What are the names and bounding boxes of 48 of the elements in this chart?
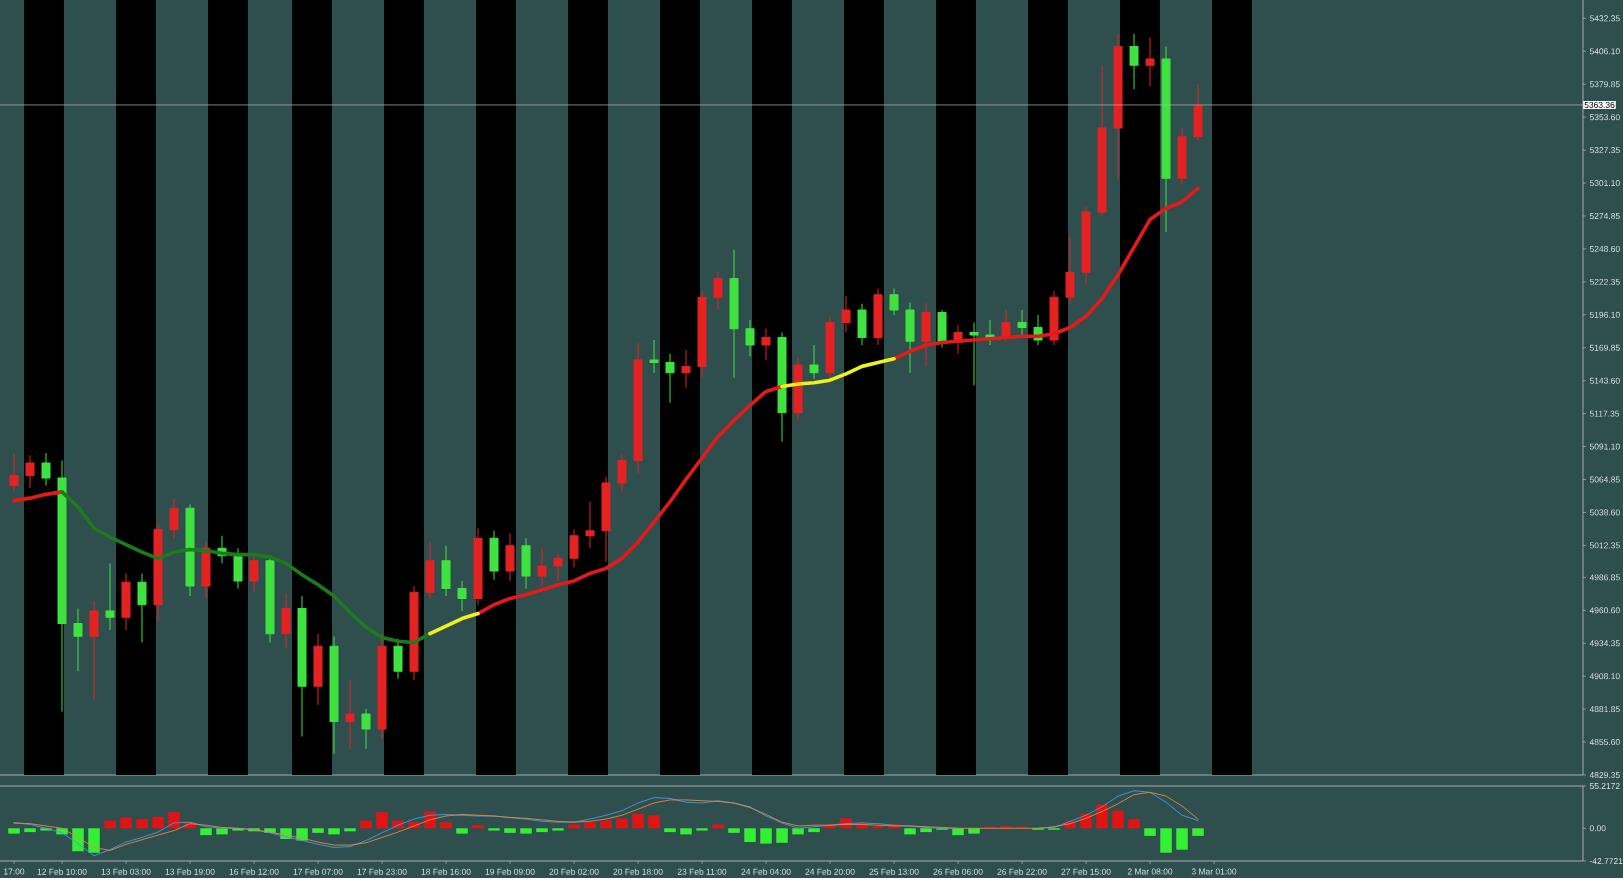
- y-tick-label: 5327.35: [1589, 147, 1620, 154]
- y-tick-label: 4855.60: [1589, 739, 1620, 746]
- ref-line-label: 5363.36: [1584, 101, 1615, 108]
- x-tick-label: 23 Feb 11:00: [677, 868, 727, 875]
- y-tick-label: 4934.35: [1589, 640, 1620, 647]
- x-tick-label: 26 Feb 22:00: [997, 868, 1047, 875]
- x-tick-label: 2 Mar 08:00: [1127, 868, 1173, 875]
- y-tick-label: 5248.60: [1589, 245, 1620, 252]
- x-tick-label: 19 Feb 09:00: [485, 868, 535, 875]
- y-tick-label: 55.2172: [1589, 783, 1620, 789]
- y-tick-label: 5091.10: [1589, 443, 1620, 450]
- x-tick-label: 16 Feb 12:00: [229, 868, 279, 875]
- y-tick-label: 0.00: [1589, 825, 1606, 832]
- x-tick-label: 3 Mar 01:00: [1191, 868, 1237, 875]
- y-tick-label: 4881.85: [1589, 706, 1620, 713]
- y-tick-label: -42.7721: [1589, 858, 1623, 864]
- y-tick-label: 5196.10: [1589, 311, 1620, 318]
- x-tick-label: 13 Feb 03:00: [101, 868, 151, 875]
- x-tick-label: 17 Feb 07:00: [293, 868, 343, 875]
- x-tick-label: 27 Feb 15:00: [1061, 868, 1111, 875]
- y-tick-label: 5222.35: [1589, 278, 1620, 285]
- y-tick-label: 5274.85: [1589, 213, 1620, 219]
- y-tick-label: 5301.10: [1589, 180, 1620, 187]
- x-tick-label: 17 Feb 23:00: [357, 868, 407, 875]
- y-tick-label: 4960.60: [1589, 607, 1620, 614]
- y-tick-label: 5117.35: [1589, 410, 1620, 417]
- y-tick-label: 4829.35: [1589, 772, 1620, 778]
- x-tick-label: 13 Feb 19:00: [165, 868, 215, 875]
- y-tick-label: 5353.60: [1589, 114, 1620, 121]
- x-tick-label: 20 Feb 18:00: [613, 868, 663, 875]
- y-tick-label: 5432.35: [1589, 15, 1620, 22]
- x-tick-label: 20 Feb 02:00: [549, 868, 599, 875]
- x-tick-label: 24 Feb 20:00: [805, 868, 855, 875]
- y-tick-label: 5064.85: [1589, 476, 1620, 483]
- y-tick-label: 4908.10: [1589, 673, 1620, 680]
- y-tick-label: 5406.10: [1589, 48, 1620, 55]
- x-tick-label: 24 Feb 04:00: [741, 868, 791, 875]
- x-tick-label: 18 Feb 16:00: [421, 868, 471, 875]
- y-tick-label: 5143.60: [1589, 377, 1620, 384]
- y-tick-label: 5379.85: [1589, 81, 1620, 88]
- y-tick-label: 5169.85: [1589, 344, 1620, 351]
- x-tick-label: 12 Feb 10:00: [37, 868, 87, 875]
- y-tick-label: 5012.35: [1589, 542, 1620, 549]
- x-tick-label: 17:00: [4, 868, 25, 875]
- y-tick-label: 5038.60: [1589, 509, 1620, 516]
- x-tick-label: 25 Feb 13:00: [869, 868, 919, 875]
- y-tick-label: 4986.85: [1589, 574, 1620, 581]
- x-tick-label: 26 Feb 06:00: [933, 868, 983, 875]
